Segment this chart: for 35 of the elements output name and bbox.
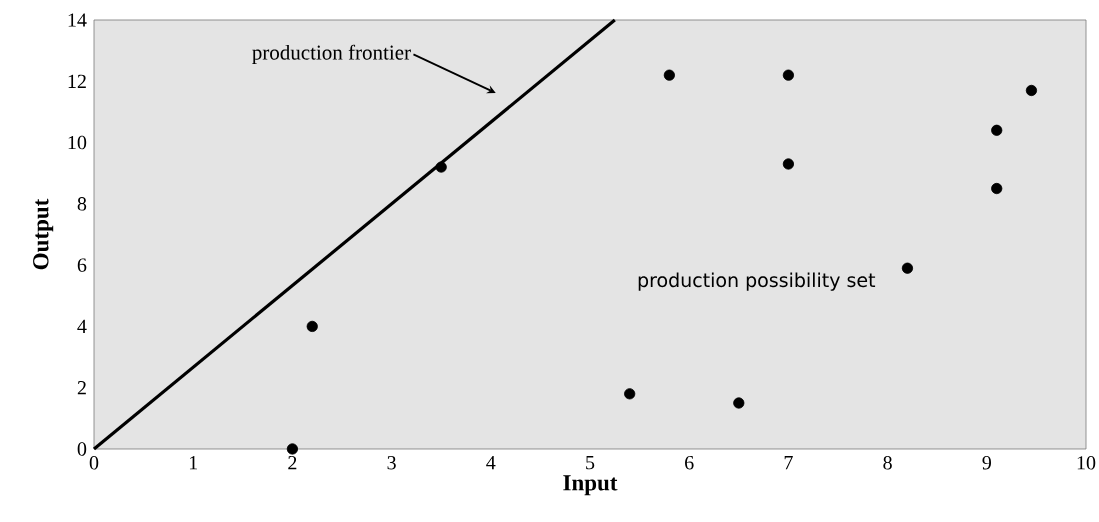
- x-tick-label: 10: [1077, 456, 1096, 470]
- point: [782, 69, 794, 81]
- y-tick-label: 6: [77, 258, 87, 272]
- point: [435, 161, 447, 173]
- x-tick-label: 5: [586, 456, 595, 470]
- point: [1025, 84, 1038, 97]
- x-tick-label: 2: [288, 456, 297, 470]
- x-tick-label: 8: [883, 456, 892, 470]
- x-tick-label: 4: [486, 456, 496, 470]
- x-tick-label: 1: [189, 456, 198, 470]
- point: [663, 69, 675, 81]
- x-tick-label: 0: [89, 456, 99, 470]
- annotation: production frontier: [252, 44, 411, 64]
- y-tick-label: 14: [68, 13, 87, 27]
- point: [733, 397, 745, 409]
- point: [782, 158, 794, 170]
- annotation: production possibility set: [638, 272, 876, 291]
- y-tick-label: 4: [77, 319, 87, 333]
- x-tick-label: 6: [685, 456, 694, 470]
- point: [991, 124, 1003, 136]
- point: [306, 320, 318, 333]
- point: [991, 182, 1003, 195]
- x-tick-label: 9: [982, 456, 991, 470]
- y-tick-label: 2: [77, 381, 86, 395]
- y-tick-label: 0: [77, 442, 87, 456]
- point: [901, 262, 914, 274]
- y-axis-title: Output: [33, 198, 54, 270]
- x-axis-title: Input: [563, 475, 618, 496]
- y-tick-label: 8: [77, 197, 87, 211]
- x-tick-label: 3: [387, 456, 396, 470]
- x-tick-label: 7: [784, 456, 793, 470]
- y-tick-label: 10: [68, 135, 87, 150]
- point: [286, 443, 298, 455]
- point: [624, 388, 636, 400]
- y-tick-label: 12: [68, 74, 86, 88]
